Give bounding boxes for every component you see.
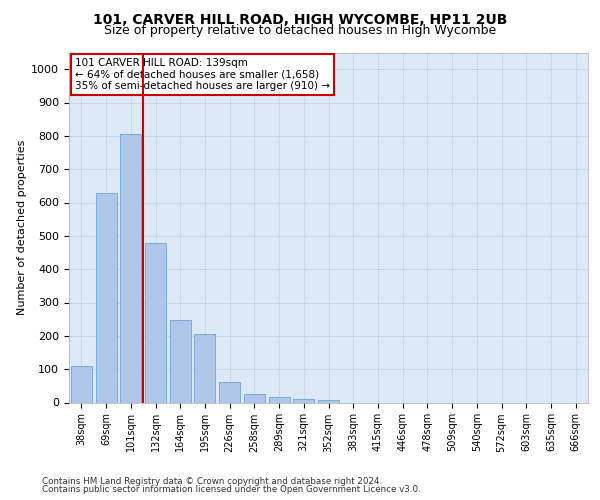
Text: Size of property relative to detached houses in High Wycombe: Size of property relative to detached ho… [104,24,496,37]
Bar [120,134,141,402]
Text: Contains HM Land Registry data © Crown copyright and database right 2024.: Contains HM Land Registry data © Crown c… [42,477,382,486]
Y-axis label: Number of detached properties: Number of detached properties [17,140,27,315]
Bar [293,399,314,402]
Text: Contains public sector information licensed under the Open Government Licence v3: Contains public sector information licen… [42,485,421,494]
Bar [244,394,265,402]
Text: 101, CARVER HILL ROAD, HIGH WYCOMBE, HP11 2UB: 101, CARVER HILL ROAD, HIGH WYCOMBE, HP1… [93,12,507,26]
Bar [194,334,215,402]
Bar [269,396,290,402]
Bar [95,192,116,402]
Bar [71,366,92,403]
Bar [318,400,339,402]
Bar [219,382,240,402]
Bar [145,242,166,402]
Text: 101 CARVER HILL ROAD: 139sqm
← 64% of detached houses are smaller (1,658)
35% of: 101 CARVER HILL ROAD: 139sqm ← 64% of de… [75,58,330,91]
Bar [170,320,191,402]
